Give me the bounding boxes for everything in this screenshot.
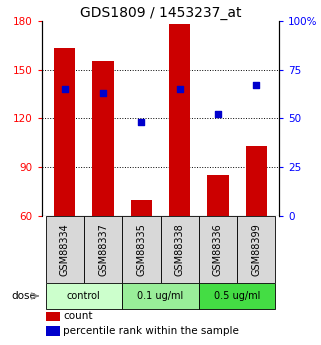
Text: dose: dose bbox=[11, 291, 36, 301]
Bar bbox=[199, 283, 275, 309]
Text: control: control bbox=[67, 291, 101, 301]
Bar bbox=[46, 283, 122, 309]
Bar bbox=[122, 216, 160, 283]
Text: GSM88399: GSM88399 bbox=[251, 223, 261, 276]
Text: GSM88334: GSM88334 bbox=[60, 223, 70, 276]
Bar bbox=[54, 48, 75, 216]
Point bbox=[139, 119, 144, 125]
Bar bbox=[42, 216, 46, 283]
Bar bbox=[92, 61, 114, 216]
Point bbox=[254, 82, 259, 88]
Text: 0.5 ug/ml: 0.5 ug/ml bbox=[214, 291, 260, 301]
Bar bbox=[237, 216, 275, 283]
Bar bbox=[46, 216, 84, 283]
Bar bbox=[84, 216, 122, 283]
Bar bbox=[169, 24, 190, 216]
Bar bbox=[160, 216, 199, 283]
Point bbox=[62, 86, 67, 92]
Text: GSM88338: GSM88338 bbox=[175, 223, 185, 276]
Point bbox=[100, 90, 106, 96]
Bar bbox=[122, 283, 199, 309]
Text: GSM88336: GSM88336 bbox=[213, 223, 223, 276]
Bar bbox=[246, 146, 267, 216]
Bar bbox=[199, 216, 237, 283]
Bar bbox=[47, 326, 60, 336]
Text: count: count bbox=[63, 312, 93, 322]
Title: GDS1809 / 1453237_at: GDS1809 / 1453237_at bbox=[80, 6, 241, 20]
Bar bbox=[207, 175, 229, 216]
Text: GSM88337: GSM88337 bbox=[98, 223, 108, 276]
Text: percentile rank within the sample: percentile rank within the sample bbox=[63, 326, 239, 336]
Bar bbox=[131, 200, 152, 216]
Point bbox=[215, 112, 221, 117]
Text: GSM88335: GSM88335 bbox=[136, 223, 146, 276]
Bar bbox=[47, 312, 60, 321]
Point bbox=[177, 86, 182, 92]
Text: 0.1 ug/ml: 0.1 ug/ml bbox=[137, 291, 184, 301]
